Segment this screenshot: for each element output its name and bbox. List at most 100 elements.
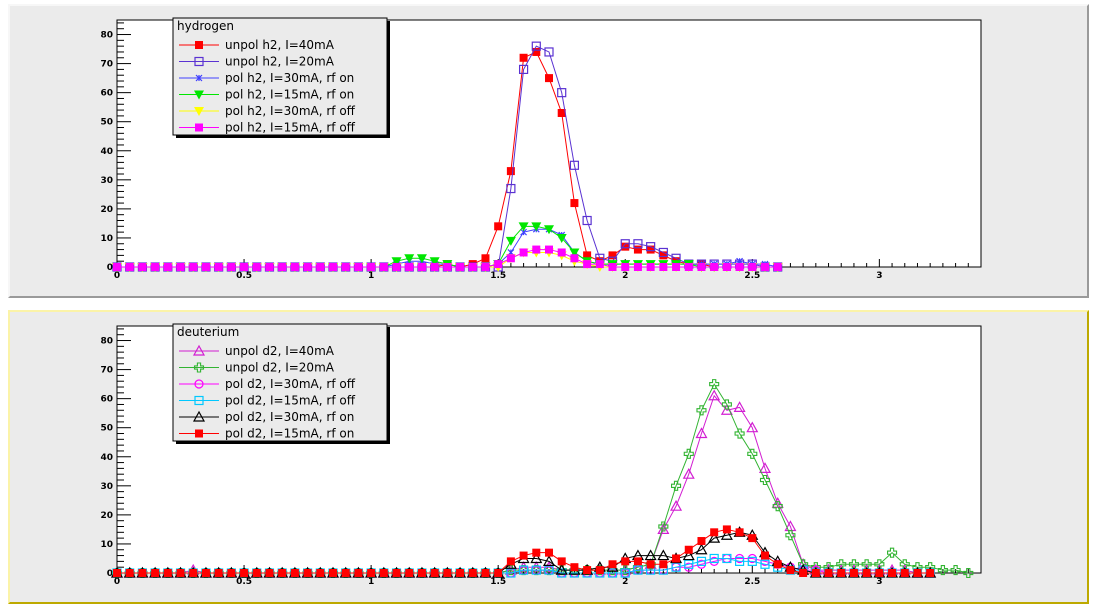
data-point [824,569,833,577]
data-point [849,569,858,577]
data-point [392,569,401,577]
data-point [113,569,121,577]
data-point [545,74,553,83]
data-point [519,53,528,62]
data-point [570,199,579,208]
data-point [710,263,719,271]
data-point [695,543,708,555]
x-tick-label: 1.5 [490,271,506,281]
data-point [658,247,668,258]
data-point [937,565,948,576]
data-point [556,233,567,243]
y-tick-label: 80 [100,31,113,41]
deuterium-pad[interactable]: 0 10 20 30 40 50 60 70 80 0 0.5 1 1.5 2 2.5 3 deuterium u… [8,310,1089,604]
data-point [506,254,515,263]
data-point [709,553,719,564]
data-point [950,565,961,576]
data-point [417,263,426,271]
legend-marker [195,74,203,82]
data-point [671,480,682,491]
legend-entry: pol h2, I=30mA, rf on [225,71,354,85]
x-tick-label: 3 [876,577,882,587]
data-point [696,556,707,566]
data-point [519,248,528,257]
y-tick-label: 20 [100,511,113,521]
data-point [354,263,363,271]
data-point [518,64,529,75]
y-tick-label: 60 [100,395,113,405]
data-point [659,251,668,260]
data-point [405,263,414,271]
data-point [721,399,732,410]
data-point [481,569,490,577]
data-point [746,421,759,433]
data-point [201,569,210,577]
data-point [683,448,694,459]
data-point [697,537,706,546]
data-point [354,569,363,577]
x-tick-label: 2 [622,577,628,587]
data-point [252,263,261,271]
data-point [456,263,465,271]
data-point [544,225,554,235]
data-point [595,566,604,575]
data-point [710,528,719,537]
data-point [265,263,274,271]
x-tick-label: 0.5 [236,577,252,587]
data-point [416,254,427,264]
data-point [759,474,771,486]
data-point [329,263,337,271]
data-point [722,525,731,534]
legend-marker [194,107,204,116]
legend-title: hydrogen [177,19,234,33]
data-point [329,569,337,577]
data-point [303,263,312,271]
data-point [163,263,172,271]
data-point [240,263,249,271]
data-point [278,569,287,577]
data-point [608,560,617,569]
data-point [530,552,543,564]
y-tick-label: 60 [100,89,113,99]
legend-title: deuterium [177,325,239,339]
x-tick-label: 0 [114,271,120,281]
x-tick-label: 2.5 [744,577,760,587]
legend-marker [194,395,204,406]
data-point [633,557,642,566]
data-point [633,245,642,254]
legend-entry: pol d2, I=15mA, rf on [225,427,354,441]
data-point [646,560,655,569]
data-point [125,263,134,271]
legend-box [172,17,388,136]
data-point [735,528,744,537]
y-tick-label: 70 [100,366,113,376]
data-point [569,248,580,258]
data-point [303,569,312,577]
data-point [532,548,541,557]
data-point [557,248,566,257]
data-point [583,566,592,575]
data-point [555,563,568,575]
data-point [696,405,707,416]
data-point [506,557,515,566]
data-point [341,569,350,577]
data-point [113,263,121,271]
data-point [506,568,516,578]
data-point [659,263,668,271]
data-point [545,245,553,254]
x-tick-label: 0.5 [236,271,252,281]
y-tick-label: 30 [100,482,113,492]
data-point [583,260,592,269]
data-point [672,554,681,563]
data-point [785,530,796,541]
data-point [608,263,617,271]
legend-entry: pol d2, I=30mA, rf off [225,377,356,391]
data-point [557,557,566,566]
data-point [405,569,414,577]
data-point [657,549,670,561]
data-point [278,263,287,271]
data-point [799,569,808,577]
data-point [240,569,249,577]
data-point [532,245,541,254]
data-point [758,462,772,473]
